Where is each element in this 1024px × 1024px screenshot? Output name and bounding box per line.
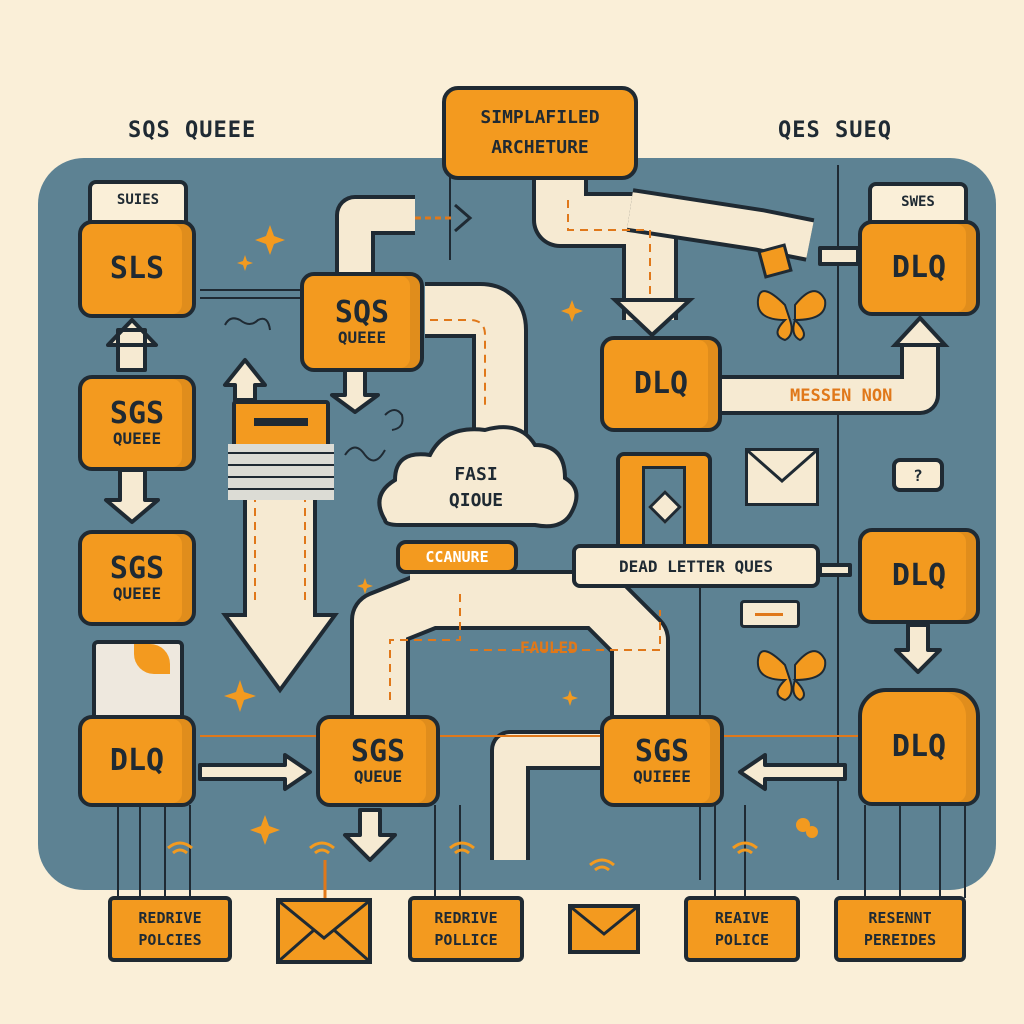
big-arrow-down [221,468,339,694]
node-sgs-queee-2[interactable]: SGS QUEEE [78,530,196,626]
bottom-box-reaive-police[interactable]: REAIVE POLICE [684,896,800,962]
butterfly-icon [134,644,170,674]
pipe-fill [627,192,814,258]
node-sgs-quieee-bottom[interactable]: SGS QUIEEE [600,715,724,807]
node-sublabel: QUEEE [337,328,387,347]
node-sublabel: QUEEE [112,429,162,448]
bottom-box-redrive-pollice[interactable]: REDRIVE POLLICE [408,896,524,962]
node-sublabel: QUEEE [112,584,162,603]
node-sgs-queee-1[interactable]: SGS QUEEE [78,375,196,471]
node-label: SGS [109,396,165,431]
node-label: SGS [634,734,690,769]
chat-bubble-icon [740,600,800,628]
arrow-down [330,368,380,414]
node-label: DLQ [633,366,689,401]
bottom-box-redrive-polcies[interactable]: REDRIVE POLCIES [108,896,232,962]
node-label: SGS [109,551,165,586]
pipe-fill [410,560,460,600]
node-dlq-right-bottom[interactable]: DLQ [858,688,980,806]
bottom-box-line2: POLCIES [138,931,202,949]
envelope-icon [568,904,640,954]
cloud-label: FASI QIOUE [416,462,536,514]
node-sqs-queee-center[interactable]: SQS QUEEE [300,272,424,372]
node-sublabel: QUEUE [353,767,403,786]
node-dlq-center[interactable]: DLQ [600,336,722,432]
bottom-box-line1: REAIVE [714,909,770,927]
sparkle-icon [224,225,583,845]
messen-label: MESSEN NON [790,386,893,406]
arrow-down-head [609,298,696,338]
arrow-up-head [890,315,950,347]
node-label: DLQ [109,743,165,778]
node-dlq-right-mid[interactable]: DLQ [858,528,980,624]
node-sgs-queue-bottom[interactable]: SGS QUEUE [316,715,440,807]
pipe-dash [470,610,661,651]
arrow-up [106,318,158,372]
node-label: SGS [350,734,406,769]
bottom-box-line2: POLLICE [434,931,498,949]
envelope-icon [276,898,372,964]
title-box: SIMPLAFILED ARCHETURE [442,86,638,180]
bottom-box-resennt-pereides[interactable]: RESENNT PEREIDES [834,896,966,962]
ccanure-pill: CCANURE [396,540,518,574]
node-label: SQS [334,295,390,330]
dashed-arrow-head [454,203,473,233]
bottom-box-line1: REDRIVE [138,909,202,927]
server-icon [228,400,334,500]
pipe-fill [536,180,674,320]
bottom-box-line2: PEREIDES [863,931,937,949]
arrow-down [894,623,942,674]
heading-left: SQS QUEEE [128,118,257,143]
bottom-box-line1: RESENNT [868,909,932,927]
arrow-left [738,753,847,791]
pipe-fill [425,286,524,450]
node-sls[interactable]: SLS [78,220,196,318]
node-label: DLQ [891,558,947,593]
cloud-label-line2: QIOUE [448,490,504,511]
pipe-dash [567,200,651,300]
node-dlq-top-right[interactable]: DLQ [858,220,980,316]
pipe-fill [494,734,600,860]
pipe-fill [339,199,415,290]
fauled-label: FAULED [520,638,578,657]
envelope-icon [92,640,184,720]
node-sublabel: QUIEEE [633,767,691,786]
cloud-label-line1: FASI [454,464,498,485]
heading-right: QES SUEQ [778,118,892,143]
dead-letter-queue-label: DEAD LETTER QUES [572,544,820,588]
envelope-icon [745,448,819,506]
pipe-dash [389,590,461,700]
node-label: SLS [109,251,165,286]
node-label: DLQ [891,250,947,285]
pipe-fill [720,340,936,411]
node-label: DLQ [891,729,947,764]
arrow-right [198,753,312,791]
node-dlq-left[interactable]: DLQ [78,715,196,807]
bottom-box-line2: POLICE [714,931,770,949]
question-tag: ? [892,458,944,492]
title-line2: ARCHETURE [491,137,589,158]
arrow-down [104,468,160,524]
connector-stub [818,563,852,577]
connector-stub [818,246,860,266]
arrow-up [223,358,267,402]
pipe-fill [354,574,666,720]
bottom-box-line1: REDRIVE [434,909,498,927]
title-line1: SIMPLAFILED [480,107,600,128]
arrow-down [343,808,397,862]
